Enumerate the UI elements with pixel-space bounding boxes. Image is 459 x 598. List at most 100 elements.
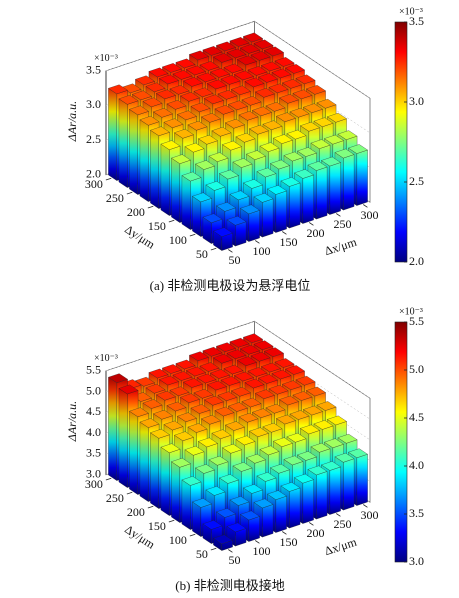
bar-top <box>160 140 181 150</box>
bar-top <box>223 63 244 74</box>
bar-top <box>265 403 286 414</box>
bar-shade <box>129 411 138 495</box>
x-tick-label: 200 <box>306 226 324 240</box>
bar-top <box>232 158 253 168</box>
bar-right-face <box>302 174 314 224</box>
y-tick <box>105 177 112 181</box>
bar-top <box>247 66 268 76</box>
bar-top <box>217 90 238 100</box>
bar-top <box>187 120 208 131</box>
bar-top <box>238 111 259 121</box>
bar-shade <box>160 447 170 516</box>
bar-top <box>192 192 212 203</box>
bar-top <box>348 448 368 458</box>
bar-top <box>145 383 166 394</box>
bar-top <box>142 97 163 108</box>
bar-top <box>180 92 200 102</box>
bar-top <box>150 126 170 136</box>
bar-right-face <box>248 516 260 542</box>
bar-top <box>169 386 190 396</box>
bar-top <box>190 102 211 113</box>
colorbar <box>394 321 408 563</box>
bar-top <box>145 82 166 93</box>
bar-top <box>162 364 182 374</box>
colorbar-tick-label: 3.0 <box>409 554 424 568</box>
bar-shade <box>202 523 212 544</box>
bar-top <box>159 74 179 85</box>
bar-top <box>271 369 292 380</box>
bar-top <box>229 496 250 506</box>
bar-top <box>280 177 301 187</box>
bar-top <box>252 408 272 418</box>
colorbar-scale-label: ×10⁻³ <box>399 6 423 17</box>
bar-top <box>348 144 368 154</box>
bar-top <box>334 148 355 159</box>
bar-top <box>195 160 215 170</box>
bar-top <box>274 57 295 67</box>
x-tick-label: 250 <box>333 217 351 231</box>
bar-top <box>187 423 208 433</box>
bar-top <box>250 51 271 61</box>
colorbar-tick-label: 3.5 <box>409 14 424 28</box>
bar-top <box>220 75 241 85</box>
bar-top <box>253 340 274 350</box>
y-tick-label: 50 <box>196 247 208 261</box>
bar-top <box>171 457 191 468</box>
bar-top <box>226 48 247 59</box>
bar-top <box>196 72 217 83</box>
bar-top <box>189 351 209 361</box>
x-tick <box>228 549 233 553</box>
bar-top <box>253 39 274 50</box>
colorbar-tick-label: 2.0 <box>409 254 424 268</box>
bar-top <box>306 386 326 397</box>
bar-top <box>172 371 193 381</box>
bar-top <box>283 151 304 162</box>
z-tick-label: 3.0 <box>86 97 101 111</box>
scale-label: ×10⁻³ <box>94 353 118 364</box>
y-tick <box>147 505 154 509</box>
bar-top <box>255 389 275 399</box>
bar-top <box>261 61 281 72</box>
bar-right-face <box>343 458 355 511</box>
y-tick <box>126 491 133 495</box>
bar-top <box>213 227 233 237</box>
x-tick <box>336 513 341 517</box>
bar-top <box>240 204 260 215</box>
bar-top <box>270 159 290 170</box>
bar-top <box>208 152 229 162</box>
bar-top <box>163 420 184 431</box>
bar-top <box>208 455 229 466</box>
bar-right-face <box>235 221 247 247</box>
colorbar-tick-label: 4.0 <box>409 458 424 472</box>
bar-top <box>213 53 233 63</box>
bar-top <box>337 433 358 444</box>
bar-top <box>253 193 274 203</box>
bar-top <box>247 367 268 377</box>
bar-top <box>210 68 230 78</box>
bar-top <box>244 77 265 88</box>
bar-top <box>184 445 205 456</box>
bar-top <box>186 65 206 76</box>
bar-top <box>258 73 278 83</box>
bar-top <box>327 112 347 123</box>
x-tick-label: 100 <box>252 244 270 258</box>
bar <box>226 522 247 547</box>
bar-top <box>150 428 170 439</box>
bar-shade <box>139 422 149 502</box>
caption: (b) 非检测电极接地 <box>175 578 284 593</box>
bar-top <box>229 190 250 201</box>
bar-top <box>202 213 223 223</box>
bar-top <box>234 70 254 81</box>
x-tick <box>363 204 368 208</box>
bar-top <box>234 371 254 382</box>
bar-top <box>273 134 293 144</box>
bar-top <box>307 465 328 476</box>
bar-top <box>279 395 299 406</box>
grid-line <box>105 321 371 399</box>
bar-top <box>211 429 232 439</box>
bar-top <box>129 407 149 417</box>
x-tick-label: 150 <box>279 235 297 249</box>
bar-top <box>303 103 323 113</box>
x-axis-label: Δx/μm <box>323 234 359 258</box>
bar-top <box>261 362 281 373</box>
